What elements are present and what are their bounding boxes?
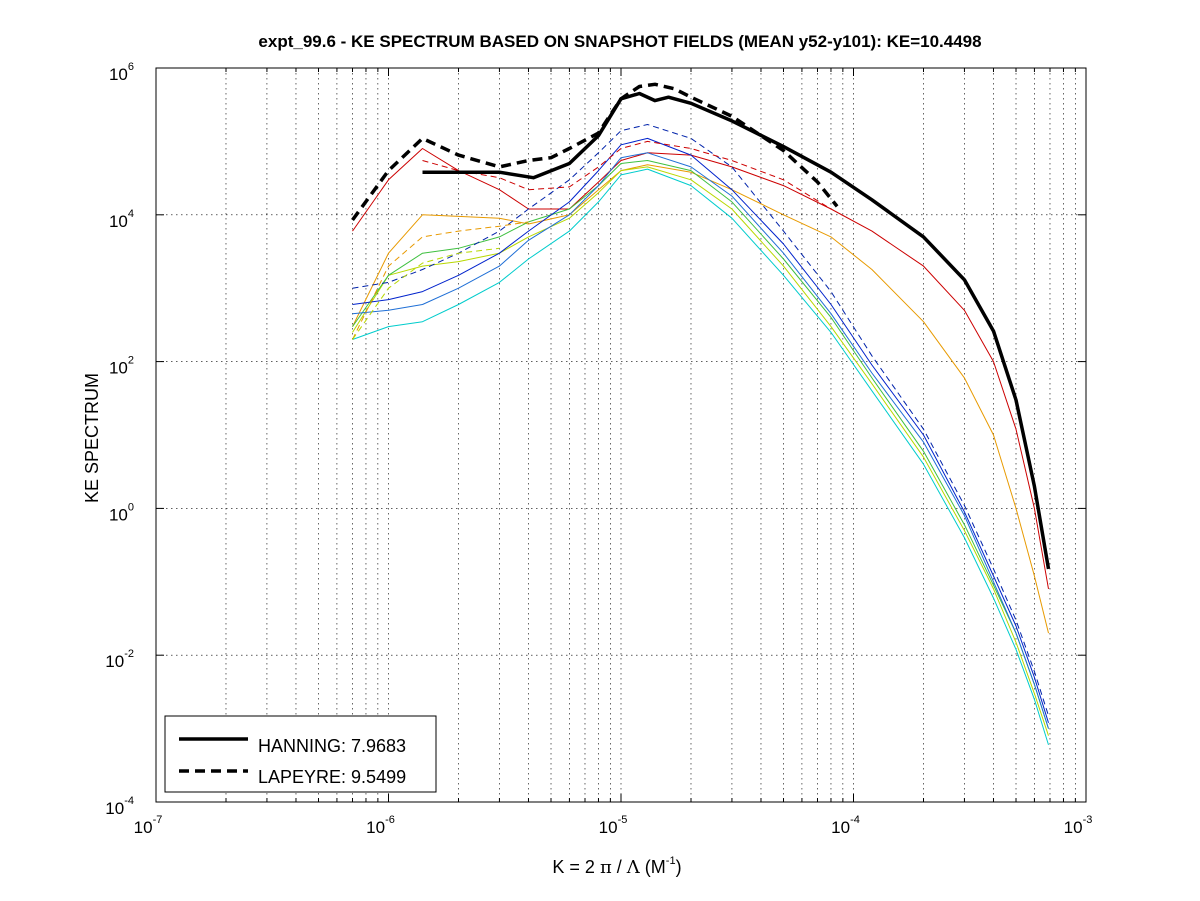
plot-series [351,82,1051,746]
grid-lines [156,68,1086,802]
series-line-3 [352,164,1049,634]
y-tick-label-base: 10 [109,65,128,84]
legend-label-hanning: HANNING: 7.9683 [258,736,406,756]
series-line-6 [352,168,1049,746]
x-tick-label-base: 10 [1064,818,1083,837]
x-axis-label-mid: / [612,857,627,877]
series-line-lapeyre [351,82,839,222]
series-line-8 [352,137,1049,723]
y-tick-label-base: 10 [109,212,128,231]
legend-label-lapeyre: LAPEYRE: 9.5499 [258,767,406,787]
x-tick-label-base: 10 [599,818,618,837]
series-line-4 [352,166,1049,736]
x-tick-label-exp: -6 [385,814,395,826]
y-tick-label-base: 10 [109,505,128,524]
y-tick-label: 10-4 [105,795,134,818]
series-line-7 [352,152,1049,729]
series-line-5 [352,160,1049,729]
y-tick-label-exp: 0 [128,501,134,513]
x-axis-label-prefix: K = 2 [552,857,600,877]
y-tick-label-exp: 2 [128,355,134,367]
y-tick-label: 104 [109,208,134,231]
x-tick-label: 10-5 [599,814,628,837]
x-axis-label-lambda: Λ [626,857,641,878]
x-axis-label-unit-exp: -1 [666,855,676,867]
y-tick-label-exp: -4 [124,795,134,807]
y-tick-label: 100 [109,501,134,524]
x-axis-label: K = 2 π / Λ (M-1) [552,855,681,878]
y-tick-label-exp: -2 [124,648,134,660]
series-line-10 [422,140,832,210]
x-axis-label-unit-close: ) [676,857,682,877]
y-tick-label: 102 [109,355,134,378]
x-tick-label: 10-7 [134,814,163,837]
y-tick-label: 10-2 [105,648,134,671]
tick-marks [156,67,1086,803]
x-tick-label-exp: -4 [850,814,860,826]
x-tick-label-base: 10 [831,818,850,837]
series-line-12 [352,247,500,340]
y-tick-label: 106 [109,61,134,84]
x-tick-label: 10-4 [831,814,860,837]
x-tick-label-exp: -3 [1083,814,1093,826]
x-tick-label-base: 10 [366,818,385,837]
x-tick-label-exp: -5 [618,814,628,826]
y-tick-label-base: 10 [109,359,128,378]
x-tick-label: 10-3 [1064,814,1093,837]
x-axis-label-pi: π [600,857,612,878]
x-axis-label-unit: (M [640,857,666,877]
series-line-hanning [422,91,1051,570]
y-axis-label: KE SPECTRUM [82,373,102,503]
x-tick-labels: 10-7 10-6 10-5 10-4 10-3 [134,814,1093,837]
series-line-11 [352,221,529,340]
x-tick-label-base: 10 [134,818,153,837]
x-tick-label: 10-6 [366,814,395,837]
chart-title: expt_99.6 - KE SPECTRUM BASED ON SNAPSHO… [258,32,981,51]
series-line-9 [352,124,1049,716]
y-tick-label-base: 10 [105,652,124,671]
y-tick-label-exp: 4 [128,208,134,220]
x-tick-label-exp: -7 [153,814,163,826]
legend: HANNING: 7.9683 LAPEYRE: 9.5499 [164,715,437,793]
y-tick-label-base: 10 [105,799,124,818]
y-tick-label-exp: 6 [128,61,134,73]
legend-box [164,715,437,793]
